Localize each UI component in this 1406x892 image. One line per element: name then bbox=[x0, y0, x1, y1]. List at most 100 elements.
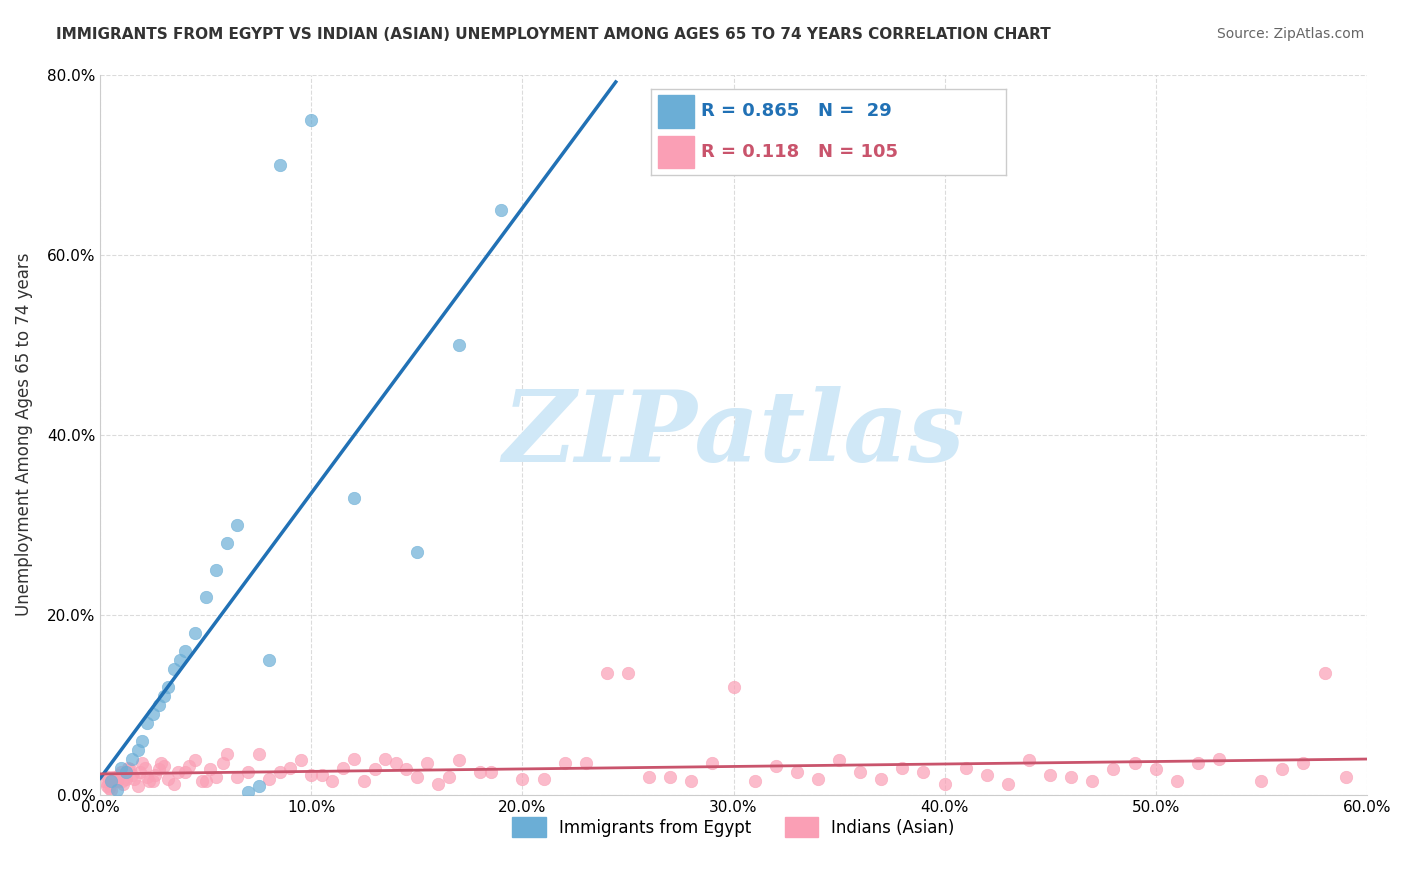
Point bbox=[395, 763, 418, 777]
Point bbox=[1166, 774, 1188, 789]
Point bbox=[1039, 768, 1062, 782]
Point bbox=[184, 754, 207, 768]
Point bbox=[437, 770, 460, 784]
Point bbox=[765, 759, 787, 773]
Point bbox=[1250, 774, 1272, 789]
Point bbox=[104, 774, 127, 789]
Point bbox=[1102, 763, 1125, 777]
Point bbox=[97, 780, 120, 795]
Point bbox=[1060, 770, 1083, 784]
Point bbox=[112, 777, 135, 791]
Point bbox=[342, 752, 364, 766]
Point bbox=[127, 779, 149, 793]
Point bbox=[205, 770, 228, 784]
Point bbox=[470, 765, 492, 780]
Point bbox=[134, 761, 156, 775]
Point bbox=[169, 653, 191, 667]
Point bbox=[127, 742, 149, 756]
Point bbox=[278, 761, 301, 775]
Point bbox=[198, 763, 221, 777]
Point bbox=[427, 777, 450, 791]
Point bbox=[617, 666, 640, 681]
Point bbox=[101, 774, 124, 789]
Point bbox=[891, 761, 914, 775]
Point bbox=[491, 202, 513, 217]
Point bbox=[290, 754, 312, 768]
Point bbox=[554, 756, 576, 771]
Point bbox=[190, 774, 212, 789]
Point bbox=[215, 747, 238, 762]
Point bbox=[1123, 756, 1146, 771]
Point bbox=[152, 759, 174, 773]
Point bbox=[142, 774, 165, 789]
Point bbox=[122, 772, 145, 786]
Point bbox=[148, 698, 170, 712]
Point bbox=[138, 774, 160, 789]
Point bbox=[870, 772, 893, 786]
Point bbox=[1144, 763, 1167, 777]
Point bbox=[121, 752, 143, 766]
Point bbox=[786, 765, 808, 780]
Point bbox=[681, 774, 703, 789]
Point bbox=[111, 774, 134, 789]
Point bbox=[108, 768, 131, 782]
Point bbox=[101, 770, 124, 784]
Point bbox=[702, 756, 724, 771]
Point bbox=[205, 563, 228, 577]
Point bbox=[575, 756, 598, 771]
Point bbox=[105, 774, 128, 789]
Point bbox=[1334, 770, 1357, 784]
Point bbox=[131, 733, 153, 747]
Point bbox=[638, 770, 661, 784]
Point bbox=[299, 768, 322, 782]
Point bbox=[363, 763, 385, 777]
Point bbox=[173, 765, 195, 780]
Point bbox=[1292, 756, 1315, 771]
Point bbox=[449, 337, 471, 351]
Point bbox=[173, 643, 195, 657]
Point bbox=[131, 756, 153, 771]
Point bbox=[114, 772, 136, 786]
Point bbox=[184, 625, 207, 640]
Point bbox=[93, 774, 115, 789]
Point bbox=[211, 756, 233, 771]
Point bbox=[405, 544, 427, 558]
Point bbox=[135, 715, 157, 730]
Point bbox=[828, 754, 851, 768]
Point bbox=[744, 774, 766, 789]
Point bbox=[479, 765, 502, 780]
Point bbox=[110, 761, 132, 775]
Point bbox=[512, 772, 534, 786]
Point bbox=[156, 772, 179, 786]
Point bbox=[135, 770, 157, 784]
Point bbox=[226, 770, 249, 784]
Point bbox=[1081, 774, 1104, 789]
Point bbox=[121, 768, 143, 782]
Point bbox=[236, 785, 259, 799]
Point bbox=[1271, 763, 1294, 777]
Point bbox=[150, 756, 173, 771]
Point bbox=[100, 783, 122, 797]
Point bbox=[247, 779, 270, 793]
Point bbox=[533, 772, 555, 786]
Point bbox=[976, 768, 998, 782]
Point bbox=[143, 768, 166, 782]
Point bbox=[105, 783, 128, 797]
Point bbox=[226, 517, 249, 532]
Point bbox=[177, 759, 200, 773]
Point bbox=[1208, 752, 1230, 766]
Text: Source: ZipAtlas.com: Source: ZipAtlas.com bbox=[1216, 27, 1364, 41]
Point bbox=[163, 662, 186, 676]
Point bbox=[807, 772, 830, 786]
Point bbox=[374, 752, 396, 766]
Point bbox=[96, 779, 118, 793]
Point bbox=[342, 491, 364, 505]
Point bbox=[100, 774, 122, 789]
Point bbox=[97, 770, 120, 784]
Point bbox=[1313, 666, 1336, 681]
Point bbox=[384, 756, 406, 771]
Point bbox=[269, 157, 291, 171]
Point bbox=[596, 666, 619, 681]
Point bbox=[257, 653, 280, 667]
Point bbox=[257, 772, 280, 786]
